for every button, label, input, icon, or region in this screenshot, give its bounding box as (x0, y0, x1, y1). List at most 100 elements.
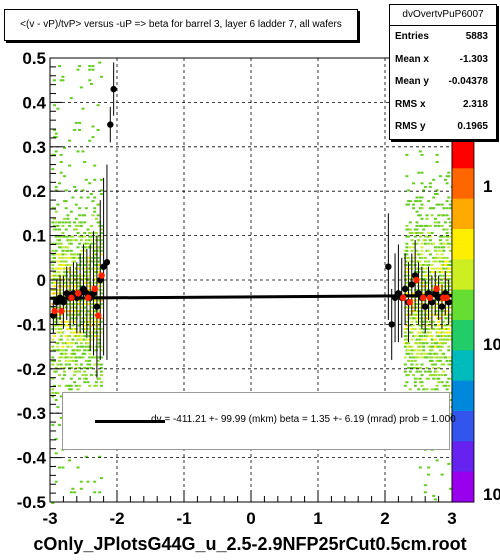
heatmap-cell (69, 303, 73, 306)
heatmap-cell (58, 285, 61, 288)
heatmap-cell (413, 228, 417, 231)
heatmap-cell (78, 335, 82, 338)
heatmap-cell (405, 338, 409, 341)
heatmap-cell (79, 331, 83, 334)
heatmap-cell (432, 271, 436, 274)
heatmap-cell (79, 274, 83, 277)
y-axis-ticks: -0.5 -0.4 -0.3 -0.2 -0.1 0 0.1 0.2 0.3 0.4 0.5 (17, 49, 62, 512)
heatmap-cell (66, 264, 70, 266)
heatmap-cell (89, 356, 93, 359)
heatmap-cell (423, 224, 427, 227)
heatmap-cell (73, 335, 77, 338)
heatmap-cell (83, 381, 87, 384)
heatmap-cell (71, 288, 75, 291)
heatmap-cell (412, 303, 416, 306)
heatmap-cell (96, 203, 100, 206)
heatmap-cell (405, 264, 409, 266)
heatmap-cell (64, 363, 68, 366)
heatmap-cell (53, 384, 56, 387)
stats-key: Mean y (395, 76, 429, 87)
heatmap-cell (94, 381, 98, 384)
heatmap-cell (71, 256, 75, 259)
heatmap-cell (76, 466, 80, 469)
heatmap-cell (449, 285, 452, 288)
heatmap-cell (51, 292, 55, 295)
heatmap-cell (73, 185, 77, 188)
heatmap-cell (94, 217, 98, 220)
heatmap-cell (71, 342, 75, 345)
heatmap-cell (430, 388, 434, 391)
heatmap-cell (423, 335, 427, 338)
heatmap-cell (438, 356, 442, 359)
heatmap-cell (96, 338, 100, 341)
heatmap-cell (418, 303, 422, 306)
heatmap-cell (405, 320, 409, 323)
heatmap-cell (445, 175, 449, 178)
heatmap-cell (54, 136, 58, 139)
heatmap-cell (417, 232, 421, 234)
heatmap-cell (58, 317, 61, 320)
heatmap-cell (408, 278, 412, 281)
fit-legend: dv = -411.21 +- 99.99 (mkm) beta = 1.35 … (62, 392, 456, 450)
heatmap-cell (64, 246, 68, 249)
heatmap-cell (69, 264, 73, 266)
heatmap-cell (84, 267, 88, 270)
heatmap-cell (93, 328, 97, 330)
heatmap-cell (68, 139, 72, 142)
heatmap-cell (438, 313, 442, 316)
heatmap-cell (420, 342, 424, 345)
heatmap-cell (99, 320, 103, 323)
heatmap-cell (438, 281, 442, 284)
heatmap-cell (53, 260, 56, 263)
heatmap-cell (96, 264, 100, 266)
heatmap-cell (79, 235, 83, 238)
heatmap-cell (96, 129, 100, 131)
heatmap-cell (91, 68, 95, 71)
heatmap-cell (51, 221, 55, 224)
colorbar-segment (452, 198, 474, 230)
heatmap-cell (98, 288, 102, 291)
heatmap-cell (91, 232, 95, 234)
heatmap-cell (407, 256, 411, 259)
heatmap-cell (449, 207, 452, 210)
heatmap-cell (51, 288, 55, 291)
heatmap-cell (66, 288, 70, 291)
heatmap-cell (433, 193, 437, 195)
heatmap-cell (66, 299, 70, 302)
heatmap-cell (91, 317, 95, 320)
heatmap-cell (437, 335, 441, 338)
heatmap-cell (403, 338, 407, 341)
heatmap-cell (435, 356, 439, 359)
heatmap-cell (51, 242, 55, 245)
heatmap-cell (407, 349, 411, 352)
heatmap-cell (81, 214, 85, 217)
heatmap-cell (420, 196, 424, 199)
heatmap-cell (449, 249, 452, 252)
heatmap-cell (51, 338, 55, 341)
heatmap-cell (84, 207, 88, 210)
heatmap-cell (412, 349, 416, 352)
stats-row-mean-y: Mean y -0.04378 (390, 71, 496, 94)
x-tick-label: 0 (246, 509, 255, 528)
heatmap-cell (96, 239, 100, 242)
heatmap-cell (83, 271, 87, 274)
colorbar-segment (452, 168, 474, 200)
heatmap-cell (420, 246, 424, 249)
heatmap-cell (73, 221, 77, 224)
heatmap-cell (63, 367, 67, 369)
heatmap-cell (54, 132, 58, 135)
heatmap-cell (98, 221, 102, 224)
heatmap-cell (449, 221, 452, 224)
heatmap-cell (89, 193, 93, 195)
heatmap-cell (412, 328, 416, 330)
fit-legend-line (95, 420, 165, 423)
heatmap-cell (51, 502, 55, 504)
heatmap-cell (435, 310, 439, 313)
heatmap-cell (417, 335, 421, 338)
heatmap-cell (449, 271, 452, 274)
heatmap-cell (83, 306, 87, 309)
heatmap-cell (76, 324, 80, 327)
heatmap-cell (425, 367, 429, 369)
heatmap-cell (54, 249, 58, 252)
heatmap-cell (64, 221, 68, 224)
